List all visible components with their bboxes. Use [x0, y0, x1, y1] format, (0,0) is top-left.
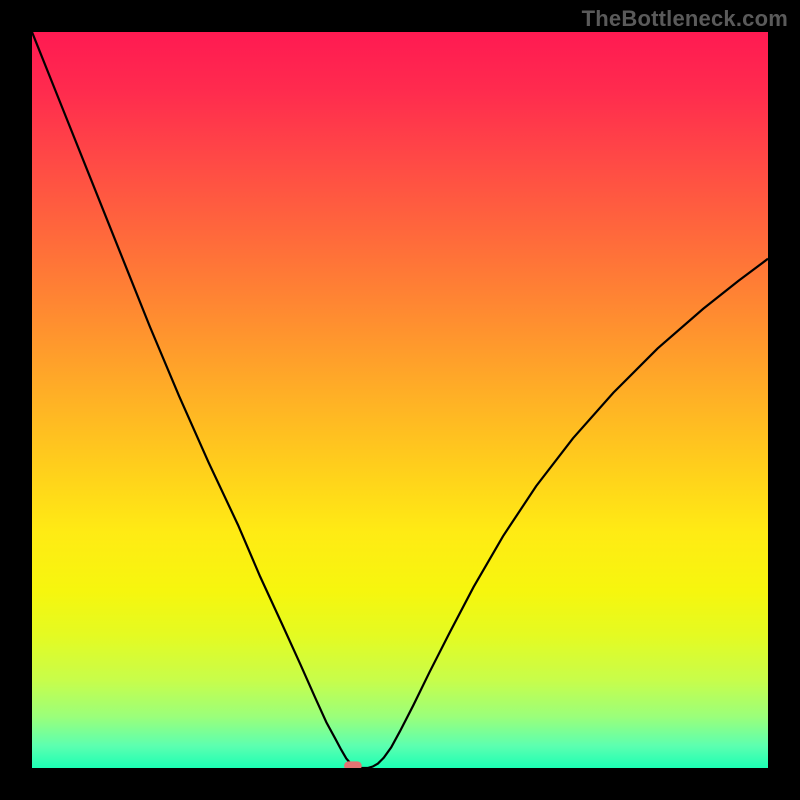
watermark-text: TheBottleneck.com	[582, 6, 788, 32]
plot-svg	[32, 32, 768, 768]
optimal-point-marker	[344, 761, 362, 768]
plot-area	[32, 32, 768, 768]
gradient-background	[32, 32, 768, 768]
chart-frame: TheBottleneck.com	[0, 0, 800, 800]
